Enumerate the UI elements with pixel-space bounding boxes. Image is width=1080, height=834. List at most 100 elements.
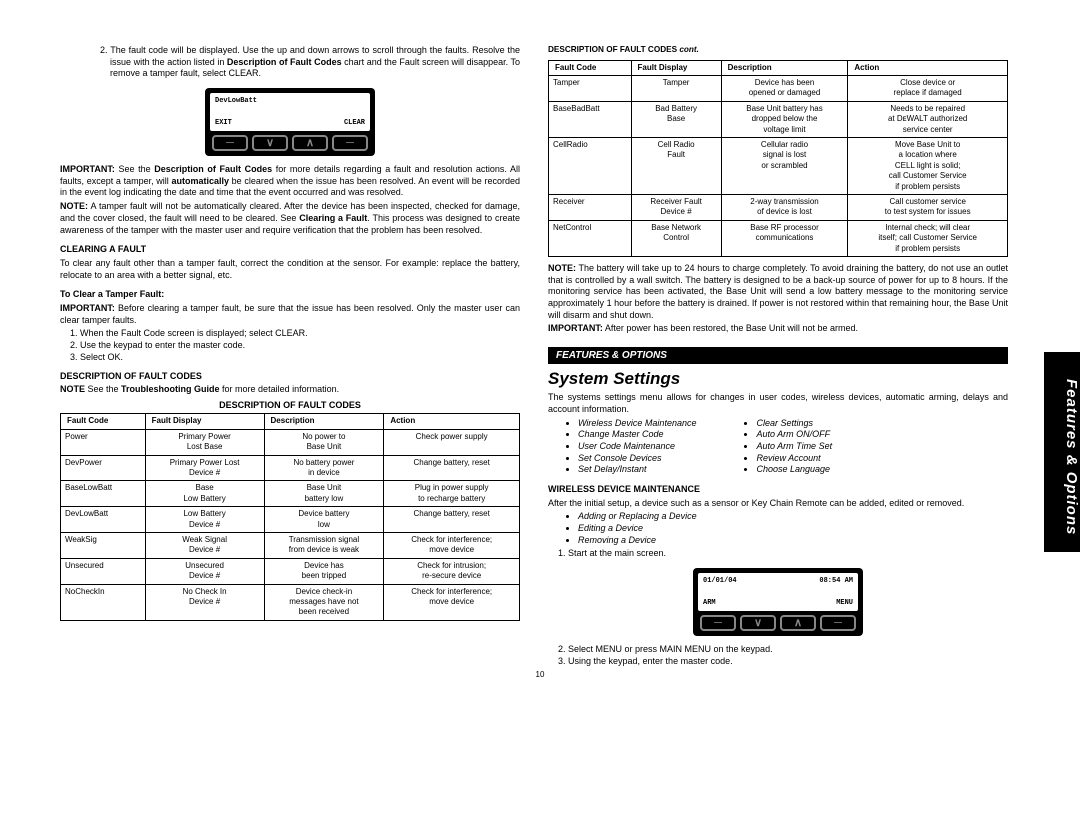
tamper-steps: When the Fault Code screen is displayed;…: [80, 328, 520, 363]
wdm-text: After the initial setup, a device such a…: [548, 498, 1008, 510]
table-cell: Device batterylow: [264, 507, 384, 533]
table-header-row: Fault Code Fault Display Description Act…: [61, 414, 520, 429]
soft-left-button[interactable]: ─: [212, 135, 248, 151]
list-item: Choose Language: [756, 464, 832, 476]
device-panel-1: DevLowBatt EXIT CLEAR ─ ∨ ∧ ─: [205, 88, 375, 156]
device-screen-2: 01/01/04 08:54 AM ARM MENU: [698, 573, 858, 611]
list-item: Wireless Device Maintenance: [578, 418, 696, 430]
table-cell: No battery powerin device: [264, 455, 384, 481]
table-cell: CellRadio: [549, 138, 632, 195]
table-cell: Base RF processorcommunications: [721, 220, 848, 256]
wdm-header: WIRELESS DEVICE MAINTENANCE: [548, 484, 1008, 496]
table-cell: UnsecuredDevice #: [145, 558, 264, 584]
table-cell: Cell RadioFault: [631, 138, 721, 195]
device-panel-2: 01/01/04 08:54 AM ARM MENU ─ ∨ ∧ ─: [693, 568, 863, 636]
table-row: PowerPrimary PowerLost BaseNo power toBa…: [61, 429, 520, 455]
wdm-steps-cont: Select MENU or press MAIN MENU on the ke…: [568, 644, 1008, 667]
important-1: IMPORTANT: See the Description of Fault …: [60, 164, 520, 199]
table-cell: Check for intrusion;re-secure device: [384, 558, 520, 584]
step-2: 2. The fault code will be displayed. Use…: [60, 45, 520, 80]
features-options-bar: FEATURES & OPTIONS: [548, 347, 1008, 364]
th: Description: [264, 414, 384, 429]
table-header-row: Fault Code Fault Display Description Act…: [549, 60, 1008, 75]
list-item: Removing a Device: [578, 535, 1008, 547]
table-cell: Low BatteryDevice #: [145, 507, 264, 533]
wdm-step-3: Using the keypad, enter the master code.: [568, 656, 1008, 668]
table-cell: Transmission signalfrom device is weak: [264, 532, 384, 558]
table-cell: Check for interference;move device: [384, 532, 520, 558]
list-item: Change Master Code: [578, 429, 696, 441]
soft-right-button[interactable]: ─: [332, 135, 368, 151]
device-buttons-1: ─ ∨ ∧ ─: [210, 135, 370, 151]
table-row: BaseLowBattBaseLow BatteryBase Unitbatte…: [61, 481, 520, 507]
list-item: Set Console Devices: [578, 453, 696, 465]
table-cell: Base Unit battery hasdropped below thevo…: [721, 101, 848, 137]
settings-list-right: Clear Settings Auto Arm ON/OFF Auto Arm …: [726, 418, 832, 476]
table-row: NoCheckInNo Check InDevice #Device check…: [61, 584, 520, 620]
important-2: IMPORTANT: Before clearing a tamper faul…: [60, 303, 520, 326]
table-cell: Power: [61, 429, 146, 455]
side-tab: Features & Options: [1044, 352, 1080, 552]
table-cell: Tamper: [631, 76, 721, 102]
screen-date: 01/01/04: [703, 577, 737, 586]
table-cell: Plug in power supplyto recharge battery: [384, 481, 520, 507]
table-cell: DevLowBatt: [61, 507, 146, 533]
page: 2. The fault code will be displayed. Use…: [0, 0, 1080, 689]
table-cell: Close device orreplace if damaged: [848, 76, 1008, 102]
th: Action: [384, 414, 520, 429]
list-item: Adding or Replacing a Device: [578, 511, 1008, 523]
table-cell: Unsecured: [61, 558, 146, 584]
screen-time: 08:54 AM: [819, 577, 853, 586]
list-item: User Code Maintenance: [578, 441, 696, 453]
clearing-fault-text: To clear any fault other than a tamper f…: [60, 258, 520, 281]
down-button[interactable]: ∨: [740, 615, 776, 631]
list-item: Clear Settings: [756, 418, 832, 430]
table-cell: Change battery, reset: [384, 507, 520, 533]
up-button[interactable]: ∧: [780, 615, 816, 631]
table-cell: No Check InDevice #: [145, 584, 264, 620]
table-cell: Primary PowerLost Base: [145, 429, 264, 455]
table-cell: Base NetworkControl: [631, 220, 721, 256]
ss-intro: The systems settings menu allows for cha…: [548, 392, 1008, 415]
important-3: IMPORTANT: After power has been restored…: [548, 323, 1008, 335]
table-row: TamperTamperDevice has beenopened or dam…: [549, 76, 1008, 102]
list-item: Review Account: [756, 453, 832, 465]
wdm-steps: Start at the main screen.: [568, 548, 1008, 560]
wdm-list: Adding or Replacing a Device Editing a D…: [578, 511, 1008, 546]
table-row: DevPowerPrimary Power LostDevice #No bat…: [61, 455, 520, 481]
tamper-step: Select OK.: [80, 352, 520, 364]
soft-right-button[interactable]: ─: [820, 615, 856, 631]
table-cell: Check for interference;move device: [384, 584, 520, 620]
table-cell: No power toBase Unit: [264, 429, 384, 455]
down-button[interactable]: ∨: [252, 135, 288, 151]
table-cell: 2-way transmissionof device is lost: [721, 194, 848, 220]
table-cell: Device has beenopened or damaged: [721, 76, 848, 102]
table-cell: Receiver: [549, 194, 632, 220]
page-number: 10: [536, 670, 545, 679]
up-button[interactable]: ∧: [292, 135, 328, 151]
fault-codes-table-1: Fault Code Fault Display Description Act…: [60, 413, 520, 620]
table-cell: Device check-inmessages have notbeen rec…: [264, 584, 384, 620]
table-cell: Tamper: [549, 76, 632, 102]
fault-table-title-cont: DESCRIPTION OF FAULT CODES cont.: [548, 45, 1008, 56]
settings-list: Wireless Device Maintenance Change Maste…: [548, 418, 1008, 476]
desc-fault-codes-header: DESCRIPTION OF FAULT CODES: [60, 371, 520, 383]
tamper-step: Use the keypad to enter the master code.: [80, 340, 520, 352]
wdm-step-1: Start at the main screen.: [568, 548, 1008, 560]
table-cell: Needs to be repairedat DᴇWALT authorized…: [848, 101, 1008, 137]
th: Fault Code: [61, 414, 146, 429]
note-3: NOTE: The battery will take up to 24 hou…: [548, 263, 1008, 321]
table-cell: BaseBadBatt: [549, 101, 632, 137]
device-screen-1: DevLowBatt EXIT CLEAR: [210, 93, 370, 131]
table-row: UnsecuredUnsecuredDevice #Device hasbeen…: [61, 558, 520, 584]
soft-left-button[interactable]: ─: [700, 615, 736, 631]
system-settings-title: System Settings: [548, 368, 1008, 390]
list-item: Set Delay/Instant: [578, 464, 696, 476]
th: Fault Code: [549, 60, 632, 75]
clearing-fault-header: CLEARING A FAULT: [60, 244, 520, 256]
table-cell: Internal check; will clearitself; call C…: [848, 220, 1008, 256]
th: Action: [848, 60, 1008, 75]
settings-list-left: Wireless Device Maintenance Change Maste…: [548, 418, 696, 476]
table-cell: BaseLow Battery: [145, 481, 264, 507]
table-row: DevLowBattLow BatteryDevice #Device batt…: [61, 507, 520, 533]
